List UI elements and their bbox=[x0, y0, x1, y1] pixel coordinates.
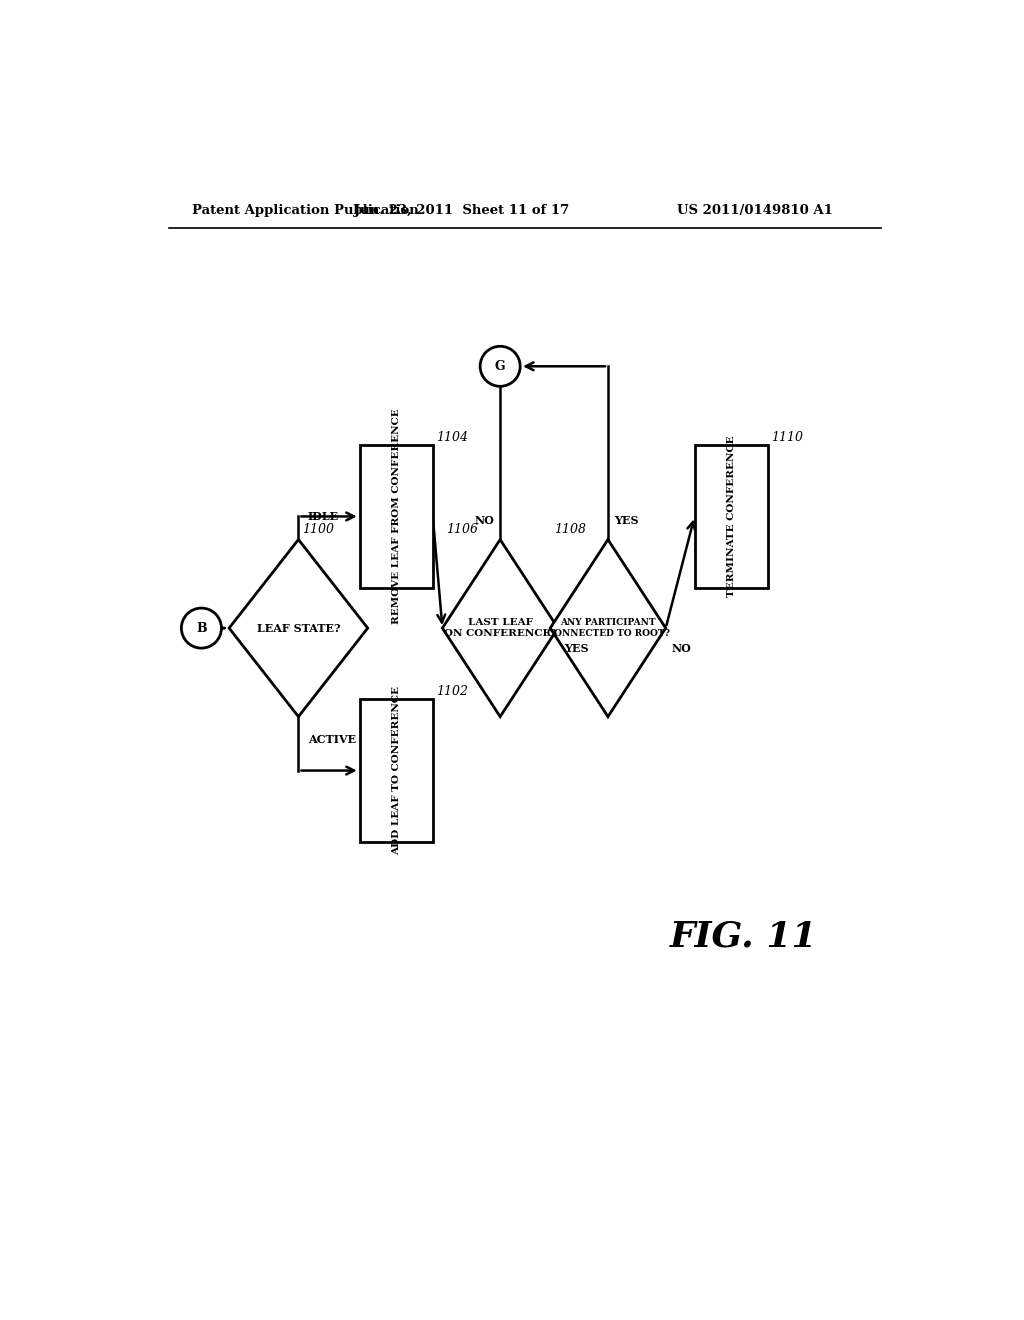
Text: 1102: 1102 bbox=[436, 685, 468, 698]
Text: YES: YES bbox=[564, 644, 589, 655]
Text: ANY PARTICIPANT
CONNECTED TO ROOT?: ANY PARTICIPANT CONNECTED TO ROOT? bbox=[547, 618, 670, 638]
Text: TERMINATE CONFERENCE: TERMINATE CONFERENCE bbox=[727, 436, 735, 597]
Text: NO: NO bbox=[474, 515, 494, 525]
Text: Jun. 23, 2011  Sheet 11 of 17: Jun. 23, 2011 Sheet 11 of 17 bbox=[354, 205, 569, 218]
Text: Patent Application Publication: Patent Application Publication bbox=[193, 205, 419, 218]
Polygon shape bbox=[442, 540, 558, 717]
Text: YES: YES bbox=[614, 515, 639, 525]
Text: LAST LEAF
ON CONFERENCE?: LAST LEAF ON CONFERENCE? bbox=[443, 618, 556, 638]
Polygon shape bbox=[550, 540, 666, 717]
Bar bbox=[359, 700, 433, 842]
Text: US 2011/0149810 A1: US 2011/0149810 A1 bbox=[677, 205, 834, 218]
Text: B: B bbox=[196, 622, 207, 635]
Text: LEAF STATE?: LEAF STATE? bbox=[257, 623, 340, 634]
Text: 1108: 1108 bbox=[554, 523, 586, 536]
Text: 1106: 1106 bbox=[446, 523, 478, 536]
Text: FIG. 11: FIG. 11 bbox=[670, 919, 817, 953]
Text: 1104: 1104 bbox=[436, 430, 468, 444]
Bar bbox=[359, 445, 433, 587]
Bar bbox=[694, 445, 768, 587]
Text: G: G bbox=[495, 360, 506, 372]
Polygon shape bbox=[229, 540, 368, 717]
Circle shape bbox=[480, 346, 520, 387]
Circle shape bbox=[181, 609, 221, 648]
Text: NO: NO bbox=[672, 644, 692, 655]
Text: ADD LEAF TO CONFERENCE: ADD LEAF TO CONFERENCE bbox=[392, 686, 400, 855]
Text: REMOVE LEAF FROM CONFERENCE: REMOVE LEAF FROM CONFERENCE bbox=[392, 409, 400, 624]
Text: 1110: 1110 bbox=[771, 430, 803, 444]
Text: 1100: 1100 bbox=[302, 523, 334, 536]
Text: IDLE: IDLE bbox=[307, 511, 339, 521]
Text: ACTIVE: ACTIVE bbox=[307, 734, 355, 746]
